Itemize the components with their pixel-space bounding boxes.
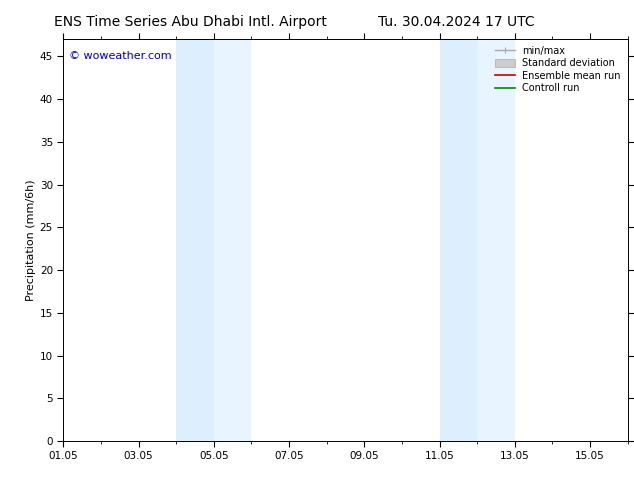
Legend: min/max, Standard deviation, Ensemble mean run, Controll run: min/max, Standard deviation, Ensemble me… [493,44,623,95]
Text: © woweather.com: © woweather.com [69,51,172,61]
Bar [176,39,214,441]
Text: Tu. 30.04.2024 17 UTC: Tu. 30.04.2024 17 UTC [378,15,535,29]
Bar [477,39,515,441]
Bar [214,39,252,441]
Y-axis label: Precipitation (mm/6h): Precipitation (mm/6h) [25,179,36,301]
Bar [439,39,477,441]
Text: ENS Time Series Abu Dhabi Intl. Airport: ENS Time Series Abu Dhabi Intl. Airport [54,15,327,29]
